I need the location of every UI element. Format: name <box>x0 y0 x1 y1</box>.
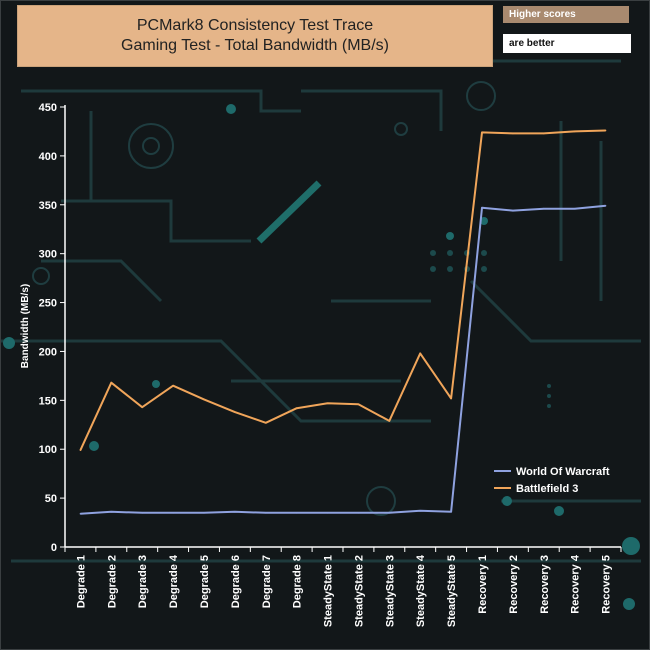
series-1-point <box>357 511 360 514</box>
decor-bar <box>256 180 322 244</box>
x-tick-label: Recovery 3 <box>539 555 551 614</box>
x-tick-label: Degrade 2 <box>106 555 118 608</box>
series-2-point <box>141 406 144 408</box>
x-tick-label: Recovery 4 <box>570 554 582 614</box>
series-2-point <box>512 132 514 135</box>
series-1-point <box>326 511 329 514</box>
series-2-point <box>234 411 236 413</box>
series-1-point <box>388 511 391 514</box>
series-1-point <box>141 511 144 514</box>
x-tick-label: SteadyState 5 <box>446 555 458 627</box>
higher-scores-badge: Higher scores <box>503 6 629 23</box>
series-1-point <box>419 510 422 512</box>
series-2-point <box>79 449 82 452</box>
legend: World Of Warcraft Battlefield 3 <box>494 466 610 495</box>
x-tick-label: Degrade 8 <box>292 555 304 608</box>
series-lines <box>79 129 607 515</box>
series-1-point <box>604 204 607 207</box>
series-2-point <box>110 381 113 384</box>
series-2-point <box>172 384 174 387</box>
y-tick-label: 400 <box>39 151 57 163</box>
series-1-point <box>172 511 174 514</box>
x-tick-label: Degrade 1 <box>75 555 87 608</box>
series-1-point <box>79 512 82 515</box>
series-1-point <box>203 511 205 514</box>
series-2-point <box>295 407 298 409</box>
y-tick-label: 50 <box>45 493 57 505</box>
series-1-point <box>234 511 236 513</box>
legend-label-2: Battlefield 3 <box>516 483 578 495</box>
series-line-2 <box>79 129 606 451</box>
x-tick-label: Recovery 1 <box>477 555 489 614</box>
series-2-point <box>542 132 545 135</box>
y-tick-label: 200 <box>39 346 57 358</box>
y-tick-label: 300 <box>39 249 57 261</box>
series-1-point <box>573 207 576 210</box>
x-tick-label: Recovery 5 <box>601 555 613 614</box>
series-2-point <box>481 131 483 134</box>
y-tick-label: 0 <box>51 542 57 554</box>
series-2-point <box>419 352 422 355</box>
series-2-point <box>264 422 267 424</box>
x-tick-label: Degrade 4 <box>168 554 180 608</box>
series-1-point <box>542 207 545 210</box>
x-tick-label: SteadyState 2 <box>353 555 365 627</box>
x-tick-label: SteadyState 1 <box>323 555 335 627</box>
x-tick-label: Degrade 7 <box>261 555 273 608</box>
chart-title-box: PCMark8 Consistency Test Trace Gaming Te… <box>17 5 493 67</box>
chart-axes <box>64 105 621 548</box>
x-tick-label: SteadyState 3 <box>384 555 396 627</box>
x-tick-label: Recovery 2 <box>508 555 520 614</box>
x-tick-label: Degrade 6 <box>230 555 242 608</box>
y-tick-label: 350 <box>39 200 57 212</box>
series-2-point <box>604 129 607 132</box>
series-line-1 <box>80 204 606 515</box>
series-2-point <box>573 130 576 133</box>
are-better-badge: are better <box>503 34 631 53</box>
series-2-point <box>203 398 205 401</box>
y-tick-label: 150 <box>39 395 57 407</box>
series-2-point <box>388 420 391 422</box>
chart-title-line-1: PCMark8 Consistency Test Trace <box>136 17 374 34</box>
series-1-point <box>295 511 298 514</box>
series-2-point <box>357 403 360 406</box>
series-1-point <box>481 206 483 209</box>
x-tick-label: Degrade 3 <box>137 555 149 608</box>
chart-title-line-2: Gaming Test - Total Bandwidth (MB/s) <box>121 37 389 54</box>
series-1-point <box>110 511 113 513</box>
x-tick-label: Degrade 5 <box>199 555 211 608</box>
y-axis-title: Bandwidth (MB/s) <box>20 284 31 368</box>
series-1-point <box>450 511 452 513</box>
legend-label-1: World Of Warcraft <box>516 466 610 478</box>
series-1-point <box>512 209 514 212</box>
y-tick-label: 450 <box>39 102 57 114</box>
y-tick-label: 250 <box>39 298 57 310</box>
series-2-point <box>450 397 452 400</box>
x-tick-label: SteadyState 4 <box>415 554 427 627</box>
y-tick-label: 100 <box>39 444 57 456</box>
y-axis-ticks: 0 50 100 150 200 250 300 350 400 450 <box>39 102 65 554</box>
series-1-point <box>264 511 267 514</box>
series-2-point <box>326 402 329 405</box>
x-axis-ticks: Degrade 1 Degrade 2 Degrade 3 Degrade 4 Degr… <box>64 547 622 627</box>
